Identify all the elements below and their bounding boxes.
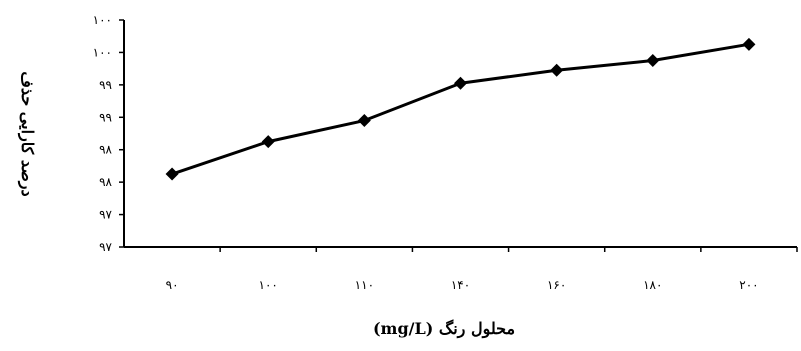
x-tick-label: ۱۶۰: [547, 278, 566, 292]
data-point-marker: [454, 76, 467, 90]
y-tick-label: ۱۰۰: [93, 45, 112, 59]
data-point-marker: [742, 37, 756, 51]
data-point-marker: [550, 63, 564, 77]
series-line: [171, 42, 750, 176]
x-tick-label: ۱۱۰: [355, 278, 374, 292]
y-tick-label: ۹۷: [99, 240, 112, 254]
x-axis-ticks: ۹۰ ۱۰۰ ۱۱۰ ۱۴۰ ۱۶۰ ۱۸۰ ۲۰۰: [166, 247, 798, 292]
y-tick-label: ۹۸: [99, 175, 112, 189]
y-axis-title: درصد کارایی حذف: [17, 71, 37, 196]
y-tick-label: ۱۰۰: [93, 13, 112, 27]
y-tick-label: ۹۷: [99, 208, 112, 222]
x-tick-label: ۱۴۰: [451, 278, 470, 292]
x-tick-label: ۹۰: [166, 278, 179, 292]
y-tick-label: ۹۸: [99, 143, 112, 157]
series-layer: [165, 37, 756, 181]
data-point-marker: [261, 135, 275, 149]
y-tick-label: ۹۹: [99, 110, 112, 124]
data-point-marker: [646, 54, 660, 68]
x-tick-label: ۲۰۰: [739, 278, 758, 292]
x-axis-title: محلول رنگ (mg/L): [373, 319, 515, 339]
data-point-marker: [165, 167, 179, 181]
y-tick-label: ۹۹: [99, 78, 112, 92]
axes: [123, 20, 797, 248]
x-tick-label: ۱۰۰: [259, 278, 278, 292]
x-tick-label: ۱۸۰: [643, 278, 662, 292]
data-point-marker: [357, 114, 371, 128]
y-axis-ticks: ۹۷ ۹۷ ۹۸ ۹۸ ۹۹ ۹۹ ۱۰۰ ۱۰۰: [93, 13, 124, 254]
